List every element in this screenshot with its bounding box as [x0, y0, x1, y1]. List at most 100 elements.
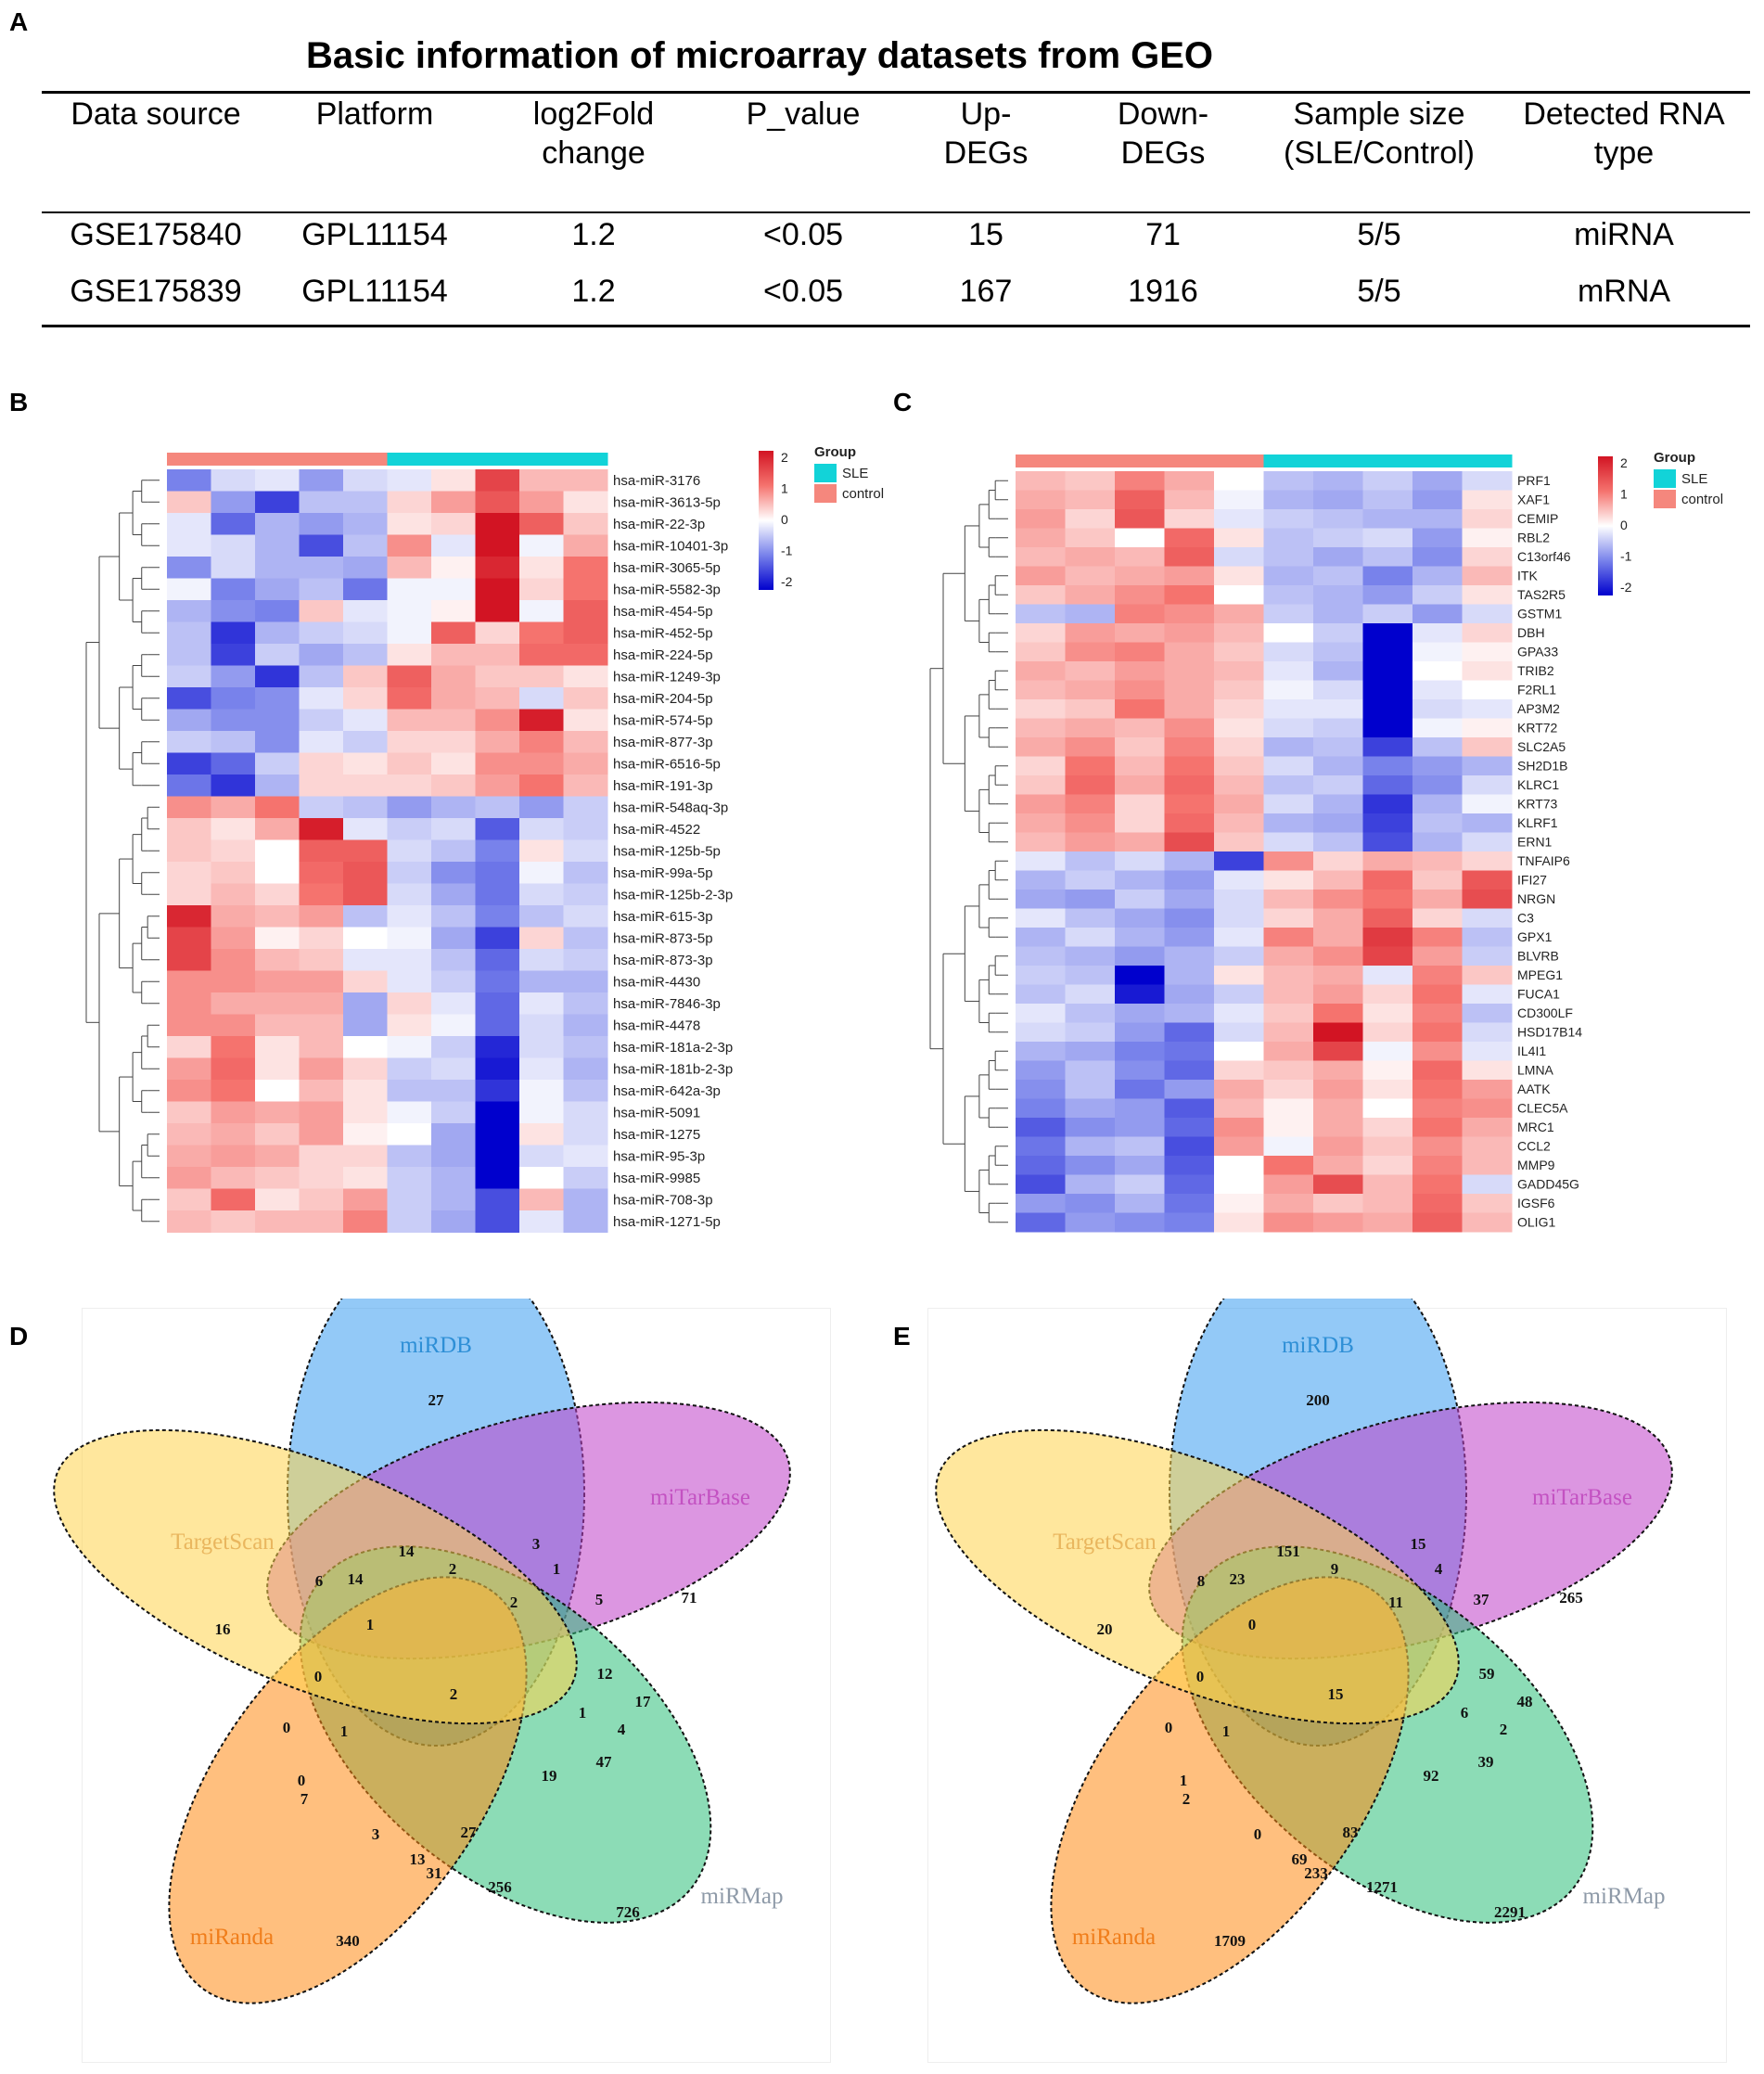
group-bar-cell	[1313, 454, 1363, 467]
venn-region-count: 83	[1343, 1824, 1359, 1841]
heatmap-cell	[1214, 566, 1264, 586]
heatmap-cell	[1115, 908, 1165, 928]
heatmap-cell	[431, 775, 476, 797]
heatmap-cell	[1313, 718, 1363, 738]
heatmap-cell	[1115, 756, 1165, 776]
heatmap-cell	[387, 578, 432, 601]
venn-region-count: 37	[1474, 1591, 1490, 1608]
heatmap-cell	[211, 992, 256, 1015]
heatmap-cell	[255, 513, 300, 535]
color-scale-tick: 2	[1620, 455, 1628, 470]
heatmap-cell	[1016, 623, 1066, 643]
row-label: hsa-miR-4478	[613, 1018, 700, 1033]
heatmap-cell	[475, 1167, 520, 1189]
heatmap-cell	[475, 818, 520, 840]
table-cell: mRNA	[1577, 274, 1671, 309]
heatmap-cell	[1362, 471, 1413, 491]
heatmap-cell	[1313, 490, 1363, 510]
heatmap-cell	[211, 905, 256, 928]
heatmap-cell	[1164, 1060, 1215, 1081]
heatmap-cell	[1164, 604, 1215, 624]
heatmap-cell	[1214, 528, 1264, 548]
heatmap-cell	[475, 644, 520, 666]
row-label: hsa-miR-10401-3p	[613, 538, 728, 554]
heatmap-cell	[167, 557, 211, 579]
row-label: hsa-miR-181b-2-3p	[613, 1061, 733, 1077]
heatmap-cell	[387, 970, 432, 993]
heatmap-cell	[343, 557, 388, 579]
heatmap-cell	[431, 752, 476, 775]
heatmap-cell	[1016, 1118, 1066, 1137]
heatmap-cell	[1115, 1042, 1165, 1061]
heatmap-cell	[211, 1188, 256, 1211]
heatmap-cell	[1263, 737, 1314, 757]
group-bar-cell	[299, 453, 344, 466]
heatmap-cell	[1362, 813, 1413, 833]
venn-set-label: miRanda	[190, 1925, 274, 1950]
heatmap-cell	[1362, 890, 1413, 909]
heatmap-cell	[343, 1167, 388, 1189]
heatmap-cell	[1412, 1080, 1463, 1099]
heatmap-cell	[167, 644, 211, 666]
group-bar-cell	[563, 453, 608, 466]
heatmap-cell	[1313, 680, 1363, 700]
heatmap-cell	[431, 992, 476, 1015]
heatmap-cell	[1214, 623, 1264, 643]
row-label: KLRF1	[1517, 815, 1558, 830]
heatmap-cell	[211, 557, 256, 579]
heatmap-cell	[1065, 604, 1116, 624]
heatmap-cell	[1462, 528, 1513, 548]
row-label: hsa-miR-3176	[613, 473, 700, 489]
heatmap-cell	[343, 513, 388, 535]
heatmap-cell	[387, 513, 432, 535]
heatmap-cell	[255, 1123, 300, 1146]
row-label: hsa-miR-22-3p	[613, 517, 705, 532]
heatmap-cell	[1164, 1174, 1215, 1195]
heatmap-cell	[1016, 1136, 1066, 1157]
heatmap-cell	[343, 796, 388, 819]
heatmap-cell	[255, 621, 300, 645]
venn-region-count: 27	[461, 1824, 478, 1841]
venn-region-count: 2	[449, 1560, 457, 1578]
heatmap-cell	[1214, 471, 1264, 491]
heatmap-cell	[1313, 642, 1363, 662]
table-cell: 1916	[1128, 274, 1198, 309]
heatmap-cell	[475, 752, 520, 775]
group-bar-cell	[387, 453, 432, 466]
heatmap-cell	[387, 491, 432, 514]
heatmap-cell	[1263, 813, 1314, 833]
heatmap-cell	[1263, 718, 1314, 738]
venn-region-count: 1	[579, 1704, 587, 1722]
heatmap-cell	[1164, 794, 1215, 814]
heatmap-cell	[563, 1036, 608, 1058]
heatmap-cell	[1362, 680, 1413, 700]
heatmap-cell	[255, 752, 300, 775]
heatmap-cell	[1412, 718, 1463, 738]
venn-region-count: 5	[595, 1591, 604, 1608]
heatmap-cell	[1164, 966, 1215, 985]
venn-set-label: miRMap	[701, 1884, 784, 1909]
heatmap-cell	[1016, 566, 1066, 586]
heatmap-cell	[1462, 775, 1513, 795]
heatmap-cell	[1065, 1212, 1116, 1233]
heatmap-cell	[1263, 509, 1314, 529]
heatmap-cell	[255, 1057, 300, 1081]
legend-title: Group	[1654, 450, 1695, 466]
venn-diagram-mirna-targets: miRDBmiTarBasemiRMapmiRandaTargetScan277…	[53, 1299, 791, 2004]
venn-region-count: 69	[1292, 1850, 1308, 1868]
heatmap-cell	[1214, 661, 1264, 681]
row-label: hsa-miR-3613-5p	[613, 494, 721, 510]
heatmap-cell	[475, 775, 520, 797]
heatmap-cell	[1313, 813, 1363, 833]
heatmap-cell	[211, 752, 256, 775]
heatmap-cell	[211, 687, 256, 710]
heatmap-cell	[475, 796, 520, 819]
heatmap-cell	[1115, 680, 1165, 700]
heatmap-cell	[431, 687, 476, 710]
heatmap-cell	[563, 970, 608, 993]
row-label: hsa-miR-191-3p	[613, 778, 713, 794]
heatmap-cell	[519, 557, 564, 579]
heatmap-cell	[299, 927, 344, 950]
heatmap-cell	[1214, 1098, 1264, 1119]
heatmap-cell	[431, 469, 476, 492]
